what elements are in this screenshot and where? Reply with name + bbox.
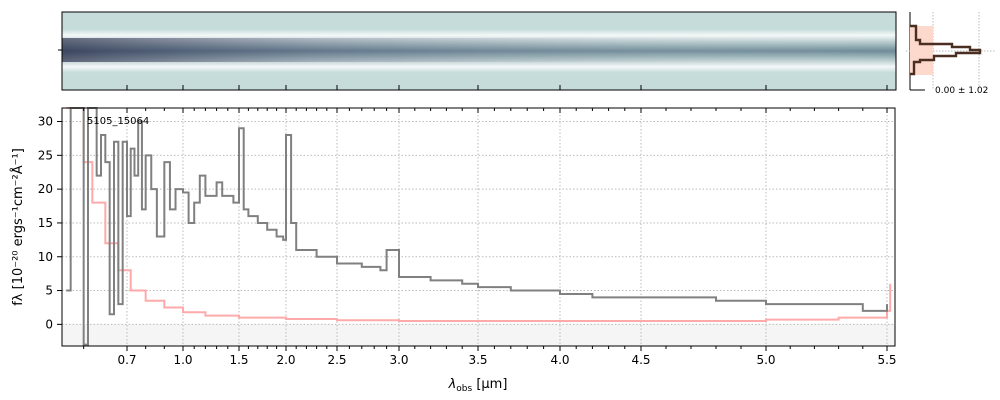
x-tick-label: 1.0 — [173, 353, 192, 367]
x-axis-label-symbol: λ — [448, 377, 457, 392]
y-tick-label: 20 — [38, 182, 53, 196]
y-tick-label: 10 — [38, 250, 53, 264]
main-panel-frame — [61, 107, 896, 347]
flux-line — [66, 107, 888, 346]
y-tick-label: 5 — [45, 284, 53, 298]
x-tick-label: 5.0 — [756, 353, 775, 367]
main-spectrum-panel: 0.7 1.0 1.5 2.0 2.5 3.0 3.5 4.0 4.5 5.0 5.5 0 5 10 15 2… — [10, 85, 897, 394]
x-tick-label: 5.5 — [877, 353, 896, 367]
x-axis-label-sub: obs — [456, 384, 472, 394]
x-tick-label: 0.7 — [117, 353, 136, 367]
2d-spectrum-panel — [58, 11, 897, 91]
x-axis-label: λobs [μm] — [448, 377, 508, 394]
histogram-step — [910, 24, 982, 76]
negative-region-shade — [62, 324, 895, 346]
error-line — [66, 107, 892, 322]
histogram-label: 0.00 ± 1.02 — [935, 86, 988, 96]
x-tick-label: 4.5 — [631, 353, 650, 367]
x-tick-label: 2.0 — [276, 353, 295, 367]
x-tick-label: 1.5 — [229, 353, 248, 367]
x-tick-label: 2.5 — [327, 353, 346, 367]
series-group — [66, 107, 892, 346]
x-tick-label: 3.5 — [468, 353, 487, 367]
x-tick-label: 3.0 — [389, 353, 408, 367]
y-tick-label: 0 — [45, 317, 53, 331]
y-tick-label: 25 — [38, 148, 53, 162]
x-axis-label-unit: [μm] — [472, 377, 507, 392]
y-axis-label: fλ [10⁻²⁰ ergs⁻¹cm⁻²Å⁻¹] — [10, 148, 26, 306]
x-tick-label: 4.0 — [550, 353, 569, 367]
object-id-label: 5105_15064 — [87, 116, 149, 127]
grid — [62, 108, 895, 346]
2d-panel-frame — [61, 11, 897, 91]
ticks: 0.7 1.0 1.5 2.0 2.5 3.0 3.5 4.0 4.5 5.0 5.5 0 5 10 15 2… — [38, 85, 897, 367]
y-tick-label: 15 — [38, 216, 53, 230]
2d-spectrum-trace — [62, 38, 896, 62]
y-tick-label: 30 — [38, 115, 53, 129]
residual-histogram-panel: 0.00 ± 1.02 — [906, 12, 995, 96]
